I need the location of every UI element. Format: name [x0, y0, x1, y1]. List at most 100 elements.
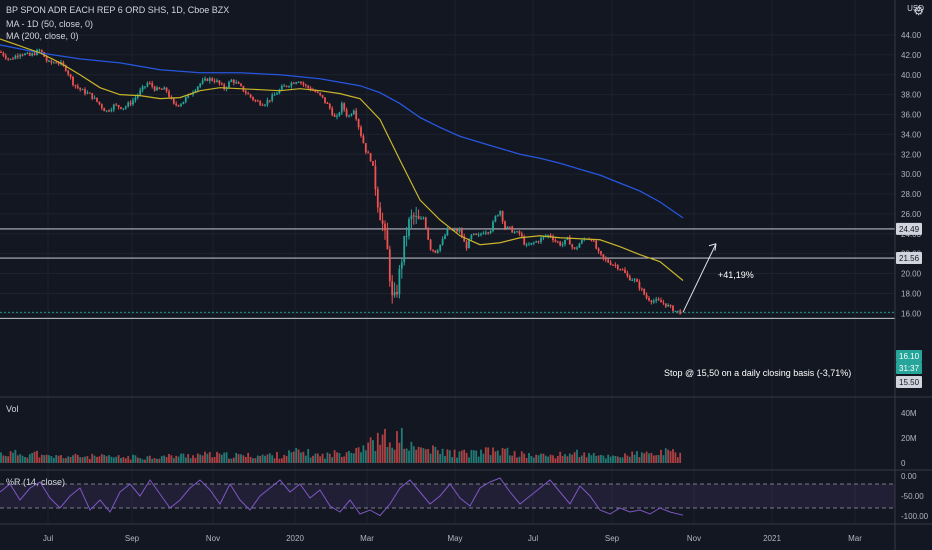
volume-bar	[501, 448, 504, 463]
price-candle-body	[148, 83, 151, 85]
volume-bar	[326, 452, 329, 463]
price-candle-body	[21, 54, 24, 56]
settings-gear-icon[interactable]: ⚙	[913, 4, 924, 18]
volume-bar	[264, 455, 266, 463]
price-candle-body	[408, 219, 410, 236]
volume-bar	[76, 455, 79, 463]
williams-r-line	[0, 477, 684, 517]
price-candle-body	[254, 99, 257, 101]
price-candle-body	[240, 83, 242, 86]
price-candle-body	[381, 220, 384, 224]
volume-bar	[144, 459, 146, 463]
price-candle-body	[552, 236, 554, 241]
volume-bar	[91, 453, 94, 463]
price-candle-body	[79, 87, 82, 90]
volume-bar	[352, 453, 355, 463]
level-price-tag: 24.49	[896, 222, 922, 235]
price-candle-body	[278, 89, 281, 94]
price-candle-body	[187, 94, 190, 98]
price-candle-body	[652, 300, 655, 303]
volume-bar	[549, 454, 552, 463]
price-candle-body	[45, 56, 48, 61]
volume-bar	[403, 448, 406, 463]
price-candle-body	[146, 83, 149, 87]
volume-bar	[657, 454, 660, 463]
price-candle-body	[427, 227, 430, 240]
volume-bar	[640, 452, 643, 463]
time-tick-label: 2020	[286, 534, 304, 543]
volume-bar	[386, 447, 389, 463]
price-candle-body	[139, 90, 142, 95]
price-candle-body	[360, 127, 362, 136]
time-tick-label: 2021	[763, 534, 781, 543]
price-candle-body	[480, 233, 482, 235]
price-candle-body	[568, 237, 571, 245]
price-candle-body	[321, 95, 324, 98]
price-candle-body	[172, 98, 175, 104]
volume-bar	[660, 449, 662, 463]
volume-bar	[475, 450, 478, 463]
price-candle-body	[487, 232, 490, 234]
price-candle-body	[316, 91, 319, 93]
price-candle-body	[2, 52, 5, 56]
volume-bar	[513, 451, 516, 463]
price-candle-body	[664, 303, 667, 307]
ma50-legend[interactable]: MA - 1D (50, close, 0)	[6, 19, 94, 29]
price-candle-body	[144, 86, 146, 88]
ma200-legend[interactable]: MA (200, close, 0)	[6, 31, 79, 41]
volume-bar	[316, 453, 319, 463]
volume-bar	[28, 454, 31, 463]
volume-legend[interactable]: Vol	[6, 404, 19, 414]
williams-r-legend[interactable]: %R (14, close)	[6, 477, 66, 487]
price-axis[interactable]: 44.00 42.00 40.00 38.00 36.00 34.00 32.00 30.00…	[901, 31, 929, 521]
volume-bar	[220, 454, 223, 463]
price-candle-body	[602, 254, 605, 259]
volume-bar	[496, 450, 499, 463]
volume-bar	[14, 449, 17, 463]
price-candle-body	[264, 104, 266, 106]
level-price-tag: 21.56	[896, 252, 922, 265]
volume-bar	[230, 458, 233, 463]
volume-bar	[451, 457, 454, 463]
volume-bar	[228, 458, 230, 463]
volume-bar	[489, 455, 492, 463]
price-candle-body	[619, 269, 622, 271]
volume-bar	[141, 459, 144, 463]
volume-bar	[108, 455, 110, 463]
volume-bar	[321, 453, 324, 463]
time-axis[interactable]: Jul Sep Nov 2020 Mar May Jul Sep Nov 2021 Mar	[43, 534, 862, 543]
volume-bar	[117, 455, 120, 463]
volume-bar	[136, 457, 139, 463]
price-candle-body	[328, 103, 331, 109]
price-candle-body	[672, 305, 674, 312]
price-candle-body	[182, 101, 185, 105]
price-candle-body	[132, 100, 134, 105]
price-candle-body	[206, 78, 209, 81]
price-candle-body	[256, 100, 259, 102]
price-candle-body	[340, 103, 343, 113]
price-candle-body	[446, 228, 449, 236]
volume-bar	[540, 453, 542, 463]
volume-bar	[444, 456, 446, 463]
volume-bar	[463, 449, 466, 463]
volume-bar	[643, 453, 646, 463]
volume-bar	[609, 456, 612, 463]
volume-bar	[408, 450, 410, 463]
volume-bar	[624, 453, 626, 463]
price-candle-body	[628, 276, 631, 281]
price-candle-body	[67, 70, 70, 75]
time-tick-label: Jul	[528, 534, 538, 543]
price-candle-body	[482, 233, 485, 235]
volume-bar	[115, 456, 118, 463]
volume-bar	[204, 451, 206, 463]
price-candle-body	[436, 250, 439, 253]
price-candle-body	[532, 242, 535, 244]
price-candle-body	[235, 82, 238, 84]
volume-bar	[372, 440, 374, 463]
volume-bars	[0, 427, 682, 463]
price-tick-label: 18.00	[901, 289, 922, 298]
price-candle-body	[14, 55, 17, 59]
volume-bar	[585, 457, 588, 463]
price-candle-body	[40, 49, 43, 53]
